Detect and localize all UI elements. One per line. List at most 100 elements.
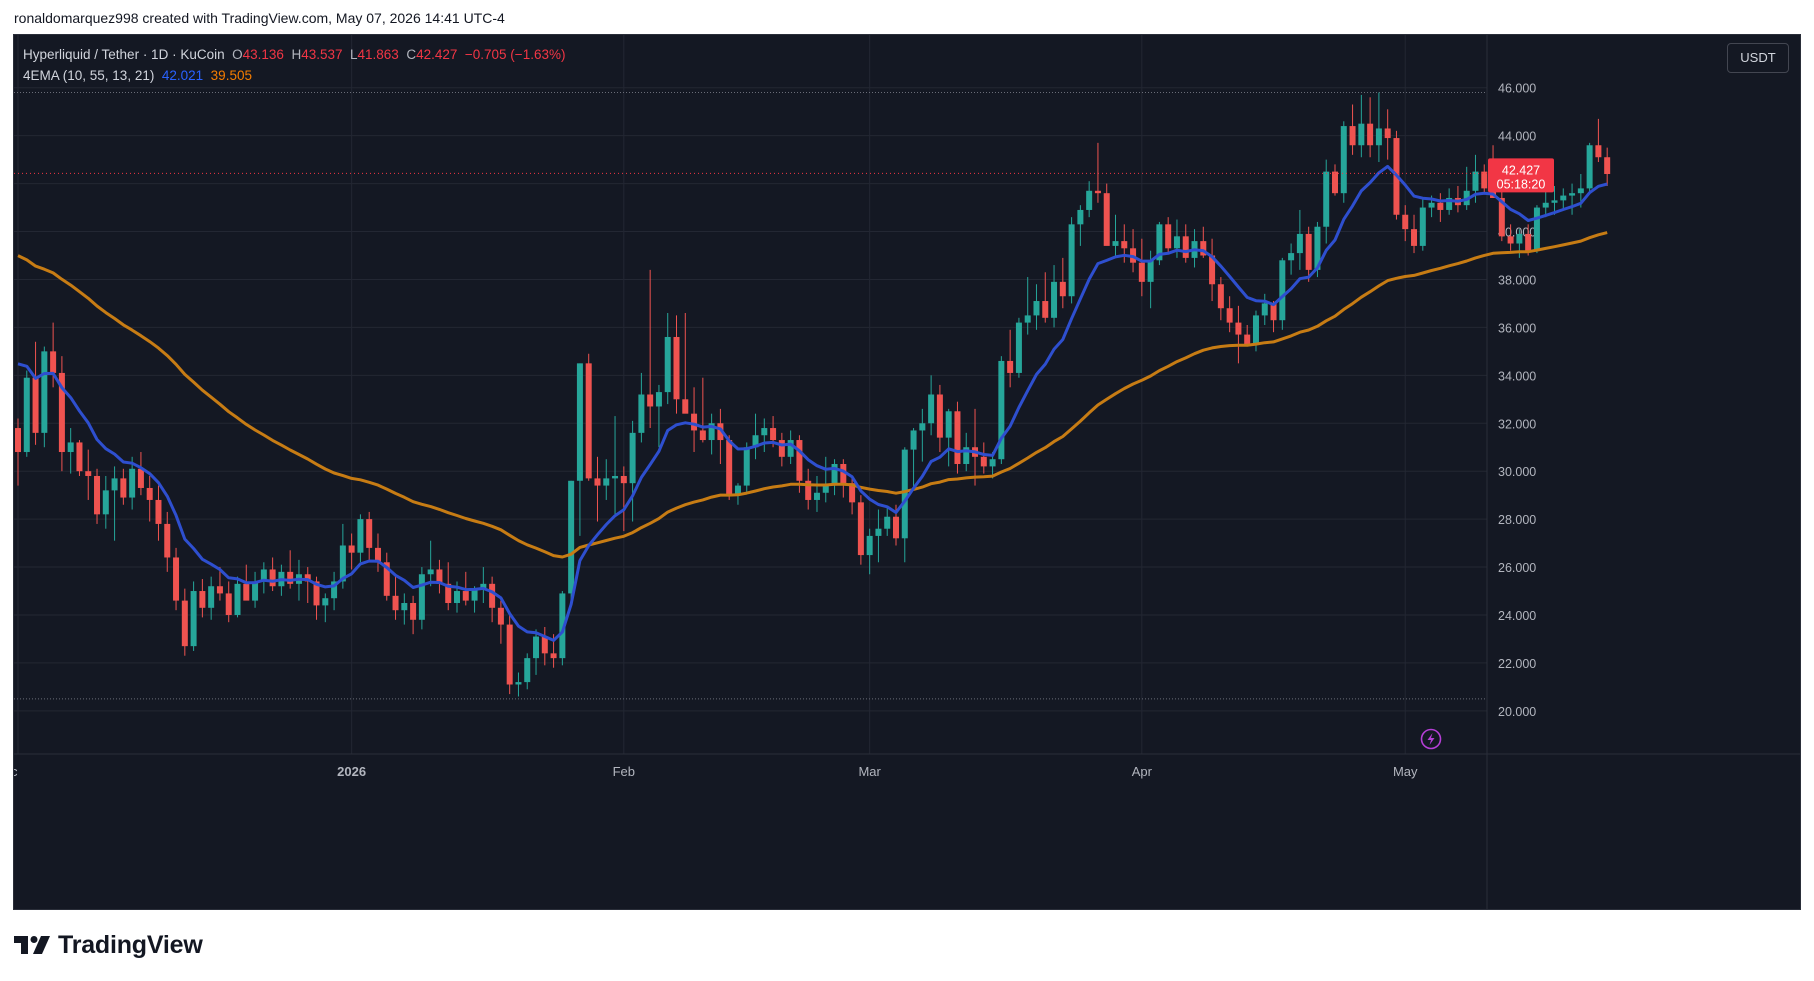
candle-body: [41, 351, 48, 433]
candle-body: [638, 394, 645, 433]
price-chart[interactable]: 20.000 22.000 24.000 26.000 28.000 30.000 32.0…: [14, 35, 1801, 910]
candle-body: [541, 636, 548, 654]
close-value: 42.427: [416, 47, 458, 62]
candle-body: [849, 483, 856, 503]
candle-body: [410, 603, 417, 620]
candle-body: [585, 363, 592, 479]
candle-body: [655, 392, 662, 407]
tradingview-logo[interactable]: TradingView: [14, 930, 203, 960]
candle-body: [137, 468, 144, 488]
candle-body: [805, 480, 812, 500]
candle-body: [454, 591, 460, 604]
indicator-legend-row: 4EMA (10, 55, 13, 21) 42.021 39.505: [23, 65, 565, 86]
candle-body: [85, 471, 92, 476]
candle-body: [1437, 202, 1444, 210]
candle-body: [216, 586, 223, 594]
candle-body: [813, 492, 820, 500]
candle-body: [1375, 128, 1382, 146]
candle-body: [1033, 301, 1040, 316]
last-price-countdown: 05:18:20: [1497, 177, 1546, 191]
candle-body: [1569, 193, 1576, 196]
price-axis-label: 32.000: [1498, 417, 1536, 431]
price-axis-label: 44.000: [1498, 130, 1536, 144]
candle-body: [471, 588, 478, 601]
candle-body: [1094, 190, 1101, 194]
candle-body: [1516, 233, 1523, 244]
candle-body: [1349, 126, 1356, 146]
candle-body: [726, 440, 733, 496]
candle-body: [998, 360, 1005, 460]
candle-body: [559, 593, 566, 659]
symbol-label[interactable]: Hyperliquid / Tether · 1D · KuCoin: [23, 47, 225, 62]
candle-body: [164, 523, 171, 558]
candle-body: [1015, 322, 1022, 373]
candle-body: [1209, 255, 1216, 285]
chart-legend: Hyperliquid / Tether · 1D · KuCoin O43.1…: [23, 44, 565, 86]
low-value: 41.863: [357, 47, 399, 62]
candle-body: [1419, 207, 1426, 246]
candle-body: [1305, 233, 1312, 270]
candle-body: [383, 562, 390, 596]
time-axis-label: Apr: [1132, 764, 1153, 779]
ema-fast-line: [17, 164, 1608, 642]
candle-body: [1235, 322, 1242, 335]
candle-body: [524, 658, 531, 683]
candle-body: [1367, 123, 1374, 146]
candle-body: [120, 478, 127, 498]
open-label: O: [232, 47, 243, 62]
candle-body: [190, 591, 197, 647]
candle-body: [1604, 157, 1611, 175]
candle-body: [945, 411, 952, 438]
candle-body: [928, 394, 935, 424]
ema-slow-line: [17, 231, 1608, 559]
candle-body: [129, 468, 136, 498]
tradingview-logo-icon: [14, 936, 50, 954]
candle-body: [1042, 301, 1049, 318]
candle-body: [1086, 190, 1093, 210]
price-axis-label: 36.000: [1498, 321, 1536, 335]
candle-body: [1068, 224, 1075, 297]
candle-body: [1314, 226, 1321, 270]
candle-body: [708, 423, 715, 441]
candle-body: [770, 428, 777, 441]
candle-body: [181, 600, 188, 647]
indicator-label[interactable]: 4EMA (10, 55, 13, 21): [23, 68, 155, 83]
candle-body: [787, 440, 794, 457]
candle-body: [594, 478, 601, 486]
price-axis-label: 30.000: [1498, 465, 1536, 479]
candle-body: [664, 336, 671, 393]
chart-panel[interactable]: 20.000 22.000 24.000 26.000 28.000 30.000 32.0…: [13, 34, 1801, 910]
candle-body: [612, 475, 619, 479]
price-axis-label: 34.000: [1498, 369, 1536, 383]
candle-body: [752, 435, 759, 448]
candle-body: [348, 545, 355, 553]
candle-body: [427, 569, 434, 575]
price-axis-label: 20.000: [1498, 705, 1536, 719]
candle-body: [603, 478, 610, 486]
candle-body: [1533, 207, 1540, 251]
attribution-text: ronaldomarquez998 created with TradingVi…: [14, 10, 505, 26]
candle-body: [576, 363, 583, 481]
candle-body: [647, 394, 654, 407]
candle-body: [243, 583, 250, 601]
candle-body: [331, 581, 338, 599]
candle-body: [901, 449, 908, 539]
brand-wordmark: TradingView: [58, 930, 203, 959]
currency-button[interactable]: USDT: [1727, 43, 1789, 73]
candle-body: [1551, 200, 1558, 203]
candle-body: [67, 442, 74, 453]
candle-body: [822, 485, 829, 493]
candle-body: [102, 490, 109, 515]
candle-body: [1384, 128, 1391, 139]
candle-body: [1472, 171, 1479, 191]
candle-body: [884, 516, 891, 529]
candle-body: [1103, 193, 1110, 246]
candle-body: [58, 372, 65, 453]
lightning-icon[interactable]: [1420, 728, 1442, 750]
candle-body: [1332, 171, 1338, 194]
candle-body: [910, 430, 917, 450]
candle-body: [629, 432, 636, 484]
candle-body: [1446, 197, 1453, 210]
candle-body: [23, 377, 30, 453]
candle-body: [1586, 145, 1593, 189]
